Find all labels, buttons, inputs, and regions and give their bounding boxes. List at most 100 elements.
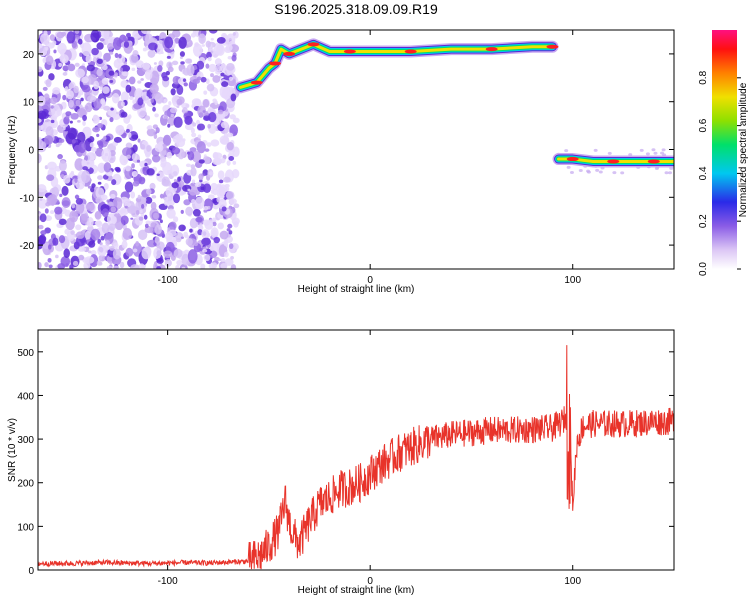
noise-speckle (106, 265, 113, 269)
noise-speckle (207, 56, 212, 62)
spectrogram-ytick-label: 0 (28, 146, 34, 157)
noise-speckle (92, 115, 100, 124)
noise-speckle (180, 236, 184, 240)
snr-ytick-label: 400 (17, 391, 34, 402)
noise-speckle (131, 163, 135, 169)
noise-speckle (103, 162, 112, 173)
noise-speckle (221, 81, 229, 88)
noise-speckle (208, 30, 218, 34)
noise-speckle (123, 61, 128, 66)
noise-speckle (138, 216, 144, 221)
snr-ytick-label: 100 (17, 522, 34, 533)
noise-speckle (69, 210, 79, 223)
noise-speckle (111, 179, 117, 186)
noise-speckle (586, 170, 591, 174)
spectrogram-x-label: Height of straight line (km) (298, 284, 415, 295)
noise-speckle (88, 240, 96, 248)
track-1-hotspot (647, 159, 660, 164)
noise-speckle (218, 186, 226, 197)
noise-speckle (168, 101, 172, 106)
noise-speckle (132, 144, 138, 153)
noise-speckle (43, 93, 50, 101)
noise-speckle (110, 107, 114, 111)
colorbar-ticks: 0.0 0.2 0.4 0.6 0.8 (698, 70, 741, 276)
noise-speckle (100, 98, 106, 105)
spectrogram-ytick-label: -20 (20, 241, 35, 252)
colorbar-label: Normalized spectral amplitude (738, 82, 749, 217)
noise-speckle (159, 219, 163, 224)
noise-speckle (38, 262, 42, 269)
noise-speckle (216, 37, 226, 44)
noise-speckle (228, 243, 234, 250)
noise-speckle (598, 170, 603, 174)
noise-speckle (167, 123, 171, 128)
noise-speckle (97, 175, 104, 180)
noise-speckle (156, 266, 162, 269)
noise-speckle (181, 102, 190, 109)
noise-speckle (135, 60, 144, 69)
noise-speckle (94, 210, 102, 220)
noise-speckle (126, 154, 132, 159)
noise-speckle (228, 76, 234, 81)
noise-speckle (147, 125, 153, 130)
noise-speckle (223, 251, 229, 258)
noise-speckle (81, 159, 87, 166)
noise-speckle (45, 202, 51, 207)
tracks-layer (234, 38, 674, 168)
noise-speckle (132, 50, 139, 57)
noise-speckle (639, 148, 644, 152)
noise-speckle (74, 30, 80, 34)
noise-speckle (96, 68, 103, 77)
noise-speckle (154, 236, 160, 244)
noise-speckle (58, 160, 67, 172)
track-0-hotspot (546, 44, 559, 49)
noise-speckle (109, 116, 114, 123)
noise-speckle (86, 95, 97, 103)
noise-speckle (131, 153, 138, 161)
noise-speckle (163, 98, 167, 104)
noise-speckle (38, 66, 43, 73)
noise-speckle (38, 184, 47, 193)
noise-speckle (163, 115, 169, 120)
noise-speckle (166, 55, 171, 59)
snr-y-label: SNR (10 * v/v) (7, 418, 18, 482)
noise-speckle (225, 190, 235, 200)
noise-speckle (218, 258, 222, 261)
noise-speckle (191, 98, 202, 106)
noise-speckle (83, 262, 91, 269)
noise-speckle (93, 80, 100, 90)
noise-speckle (103, 105, 111, 111)
noise-speckle (176, 98, 183, 106)
noise-speckle (38, 105, 44, 112)
noise-speckle (180, 209, 184, 214)
noise-speckle (227, 78, 236, 87)
noise-speckle (185, 163, 191, 168)
noise-speckle (184, 115, 193, 125)
noise-speckle (196, 141, 206, 154)
noise-speckle (232, 117, 240, 124)
noise-speckle (111, 216, 117, 224)
noise-speckle (90, 228, 101, 241)
noise-speckle (204, 148, 210, 152)
noise-speckle (108, 223, 116, 231)
spectrogram-ytick-label: 10 (23, 98, 35, 109)
noise-speckle (150, 222, 157, 228)
noise-speckle (150, 98, 154, 103)
spectrogram-ytick-label: -10 (20, 193, 35, 204)
noise-speckle (125, 142, 133, 149)
noise-speckle (123, 41, 130, 48)
noise-speckle (146, 128, 156, 137)
noise-speckle (85, 105, 89, 110)
noise-speckle (55, 143, 60, 148)
noise-speckle (153, 133, 158, 140)
noise-speckle (64, 228, 70, 235)
noise-speckle (628, 153, 633, 157)
noise-speckle (593, 148, 598, 152)
noise-speckle (112, 242, 119, 249)
noise-speckle (84, 230, 91, 240)
noise-speckle (146, 188, 152, 195)
colorbar-gradient (712, 30, 737, 269)
noise-speckle (202, 99, 210, 108)
noise-speckle (145, 220, 151, 225)
